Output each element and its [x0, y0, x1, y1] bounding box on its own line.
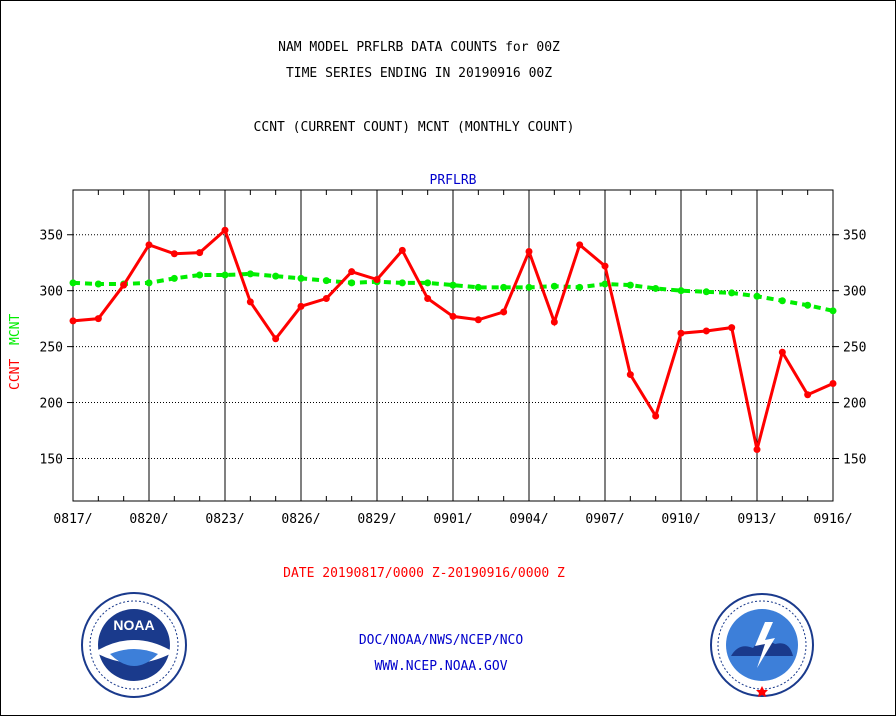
- ccnt-point: [550, 318, 558, 326]
- ccnt-point: [272, 335, 280, 343]
- noaa-logo: NOAA: [81, 592, 187, 698]
- date-range-label: DATE 20190817/0000 Z-20190916/0000 Z: [283, 566, 565, 581]
- ccnt-point: [652, 412, 660, 420]
- ccnt-point: [778, 348, 786, 356]
- x-tick-label: 0904/: [509, 512, 548, 527]
- mcnt-point: [246, 270, 254, 278]
- y-tick-label-right: 300: [843, 285, 866, 300]
- mcnt-point: [322, 277, 330, 285]
- x-tick-label: 0901/: [433, 512, 472, 527]
- website-link[interactable]: WWW.NCEP.NOAA.GOV: [374, 659, 508, 674]
- ccnt-point: [576, 241, 584, 249]
- ccnt-point: [474, 316, 482, 324]
- ccnt-point: [221, 226, 229, 234]
- plot-title: PRFLRB: [430, 173, 477, 188]
- mcnt-point: [829, 307, 837, 315]
- mcnt-point: [576, 283, 584, 291]
- mcnt-point: [398, 279, 406, 287]
- ccnt-point: [145, 241, 153, 249]
- mcnt-point: [525, 283, 533, 291]
- mcnt-point: [272, 272, 280, 280]
- ccnt-point: [702, 327, 710, 335]
- y-tick-label-left: 250: [40, 341, 63, 356]
- x-tick-label: 0817/: [53, 512, 92, 527]
- ccnt-point: [398, 246, 406, 254]
- mcnt-point: [170, 274, 178, 282]
- ccnt-point: [500, 308, 508, 316]
- ccnt-point: [322, 295, 330, 303]
- ccnt-point: [728, 324, 736, 332]
- x-tick-label: 0916/: [813, 512, 852, 527]
- mcnt-point: [804, 301, 812, 309]
- mcnt-point: [601, 280, 609, 288]
- line-chart: 0817/0820/0823/0826/0829/0901/0904/0907/…: [8, 173, 866, 527]
- x-tick-label: 0820/: [129, 512, 168, 527]
- ccnt-point: [753, 446, 761, 454]
- mcnt-point: [145, 279, 153, 287]
- mcnt-point: [652, 284, 660, 292]
- mcnt-point: [778, 297, 786, 305]
- chart-title-line2: TIME SERIES ENDING IN 20190916 00Z: [285, 66, 553, 81]
- x-tick-label: 0829/: [357, 512, 396, 527]
- mcnt-point: [500, 283, 508, 291]
- noaa-logo-text: NOAA: [113, 617, 154, 633]
- ccnt-point: [525, 248, 533, 256]
- ccnt-point: [804, 391, 812, 399]
- mcnt-point: [424, 279, 432, 287]
- y-tick-label-left: 200: [40, 397, 63, 412]
- mcnt-point: [728, 289, 736, 297]
- ccnt-point: [601, 262, 609, 270]
- ccnt-point: [69, 317, 77, 325]
- mcnt-point: [702, 288, 710, 296]
- mcnt-point: [348, 279, 356, 287]
- ccnt-point: [196, 249, 204, 257]
- y-tick-label-left: 350: [40, 229, 63, 244]
- y-tick-label-right: 350: [843, 229, 866, 244]
- x-tick-label: 0826/: [281, 512, 320, 527]
- mcnt-point: [196, 271, 204, 279]
- ccnt-point: [120, 281, 128, 289]
- y-axis-label-ccnt: CCNT: [8, 359, 23, 390]
- y-tick-label-left: 300: [40, 285, 63, 300]
- y-tick-label-right: 150: [843, 452, 866, 467]
- ccnt-point: [94, 315, 102, 323]
- ccnt-point: [246, 298, 254, 306]
- mcnt-point: [221, 271, 229, 279]
- ccnt-point: [170, 250, 178, 258]
- mcnt-point: [474, 283, 482, 291]
- ccnt-point: [348, 268, 356, 276]
- mcnt-point: [753, 292, 761, 300]
- national-weather-service-logo: [710, 593, 814, 697]
- mcnt-point: [677, 287, 685, 295]
- x-tick-label: 0823/: [205, 512, 244, 527]
- chart-title-line1: NAM MODEL PRFLRB DATA COUNTS for 00Z: [278, 40, 560, 55]
- mcnt-point: [550, 282, 558, 290]
- ccnt-point: [677, 329, 685, 337]
- y-tick-label-left: 150: [40, 452, 63, 467]
- mcnt-point: [449, 281, 457, 289]
- ccnt-point: [449, 312, 457, 320]
- mcnt-point: [69, 279, 77, 287]
- ccnt-point: [626, 371, 634, 379]
- agency-label: DOC/NOAA/NWS/NCEP/NCO: [358, 633, 524, 648]
- ccnt-point: [373, 275, 381, 283]
- mcnt-point: [297, 274, 305, 282]
- mcnt-point: [626, 281, 634, 289]
- ccnt-point: [424, 295, 432, 303]
- x-tick-label: 0913/: [737, 512, 776, 527]
- chart-subtitle: CCNT (CURRENT COUNT) MCNT (MONTHLY COUNT…: [253, 120, 575, 135]
- mcnt-point: [94, 280, 102, 288]
- y-axis-label-mcnt: MCNT: [8, 314, 23, 345]
- x-tick-label: 0907/: [585, 512, 624, 527]
- x-tick-label: 0910/: [661, 512, 700, 527]
- ccnt-point: [297, 302, 305, 310]
- ccnt-point: [829, 380, 837, 388]
- y-tick-label-right: 250: [843, 341, 866, 356]
- y-tick-label-right: 200: [843, 397, 866, 412]
